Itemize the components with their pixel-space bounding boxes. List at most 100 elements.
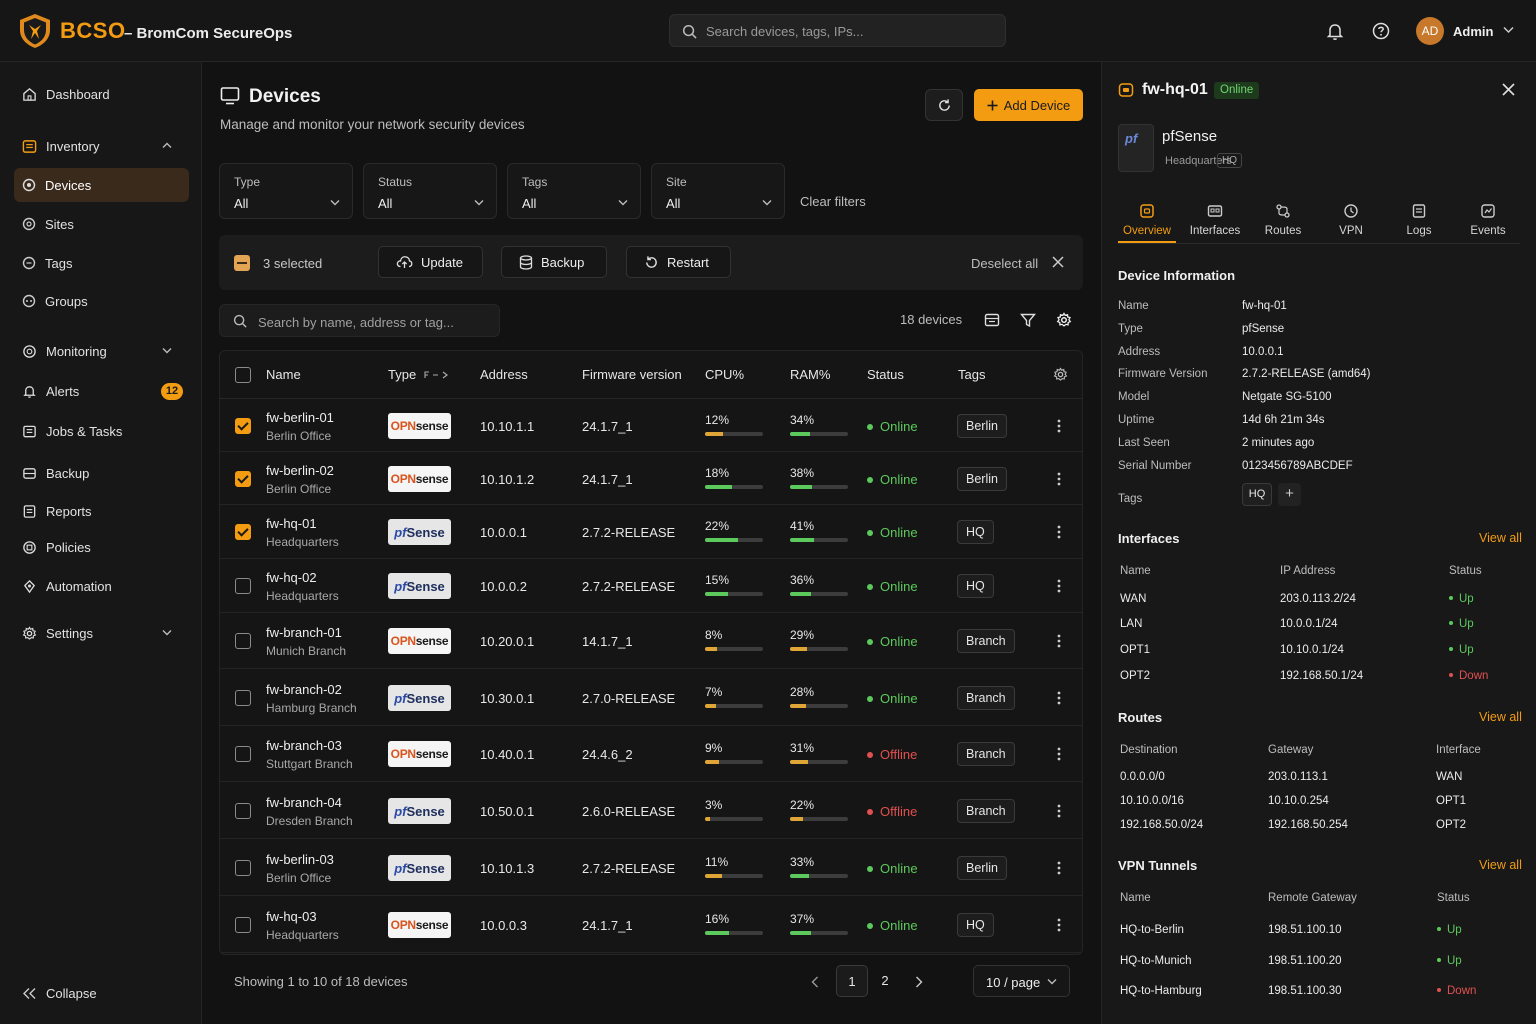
device-name[interactable]: fw-berlin-01 (266, 410, 334, 425)
sort-icon[interactable] (423, 370, 449, 380)
close-icon[interactable] (1502, 83, 1515, 96)
more-vertical-icon[interactable] (1057, 472, 1061, 486)
filter-status[interactable]: Status All (363, 163, 497, 219)
filter-site[interactable]: Site All (651, 163, 785, 219)
tab-logs[interactable]: Logs (1386, 199, 1452, 237)
table-row[interactable]: fw-branch-01 Munich Branch OPN sense 10.20.0… (220, 613, 1082, 669)
device-name[interactable]: fw-branch-04 (266, 795, 342, 810)
avatar[interactable]: AD (1416, 17, 1444, 45)
table-search-input[interactable] (258, 312, 493, 332)
bulk-backup-button[interactable]: Backup (501, 246, 607, 278)
table-search[interactable] (219, 304, 500, 337)
more-vertical-icon[interactable] (1057, 525, 1061, 539)
gear-icon[interactable] (1056, 312, 1072, 328)
col-firmware[interactable]: Firmware version (582, 367, 682, 382)
sidebar-collapse-button[interactable]: Collapse (14, 976, 189, 1010)
more-vertical-icon[interactable] (1057, 691, 1061, 705)
col-name[interactable]: Name (266, 367, 301, 382)
sidebar-item-groups[interactable]: Groups (14, 284, 189, 318)
add-device-button[interactable]: Add Device (974, 89, 1083, 121)
table-row[interactable]: fw-berlin-03 Berlin Office pf Sense 10.10.1.… (220, 839, 1082, 896)
panel-tag-chip[interactable]: HQ (1242, 483, 1272, 506)
sidebar-item-sites[interactable]: Sites (14, 207, 189, 241)
columns-icon[interactable] (984, 312, 1000, 328)
table-row[interactable]: fw-berlin-02 Berlin Office OPN sense 10.10.1… (220, 452, 1082, 505)
tag-chip[interactable]: Branch (957, 686, 1015, 710)
table-row[interactable]: fw-branch-04 Dresden Branch pf Sense 10.50.0… (220, 782, 1082, 839)
device-name[interactable]: fw-hq-01 (266, 516, 317, 531)
chevron-left-icon[interactable] (811, 976, 819, 988)
tab-overview[interactable]: Overview (1114, 199, 1180, 237)
bulk-select-checkbox[interactable] (234, 255, 250, 271)
deselect-all-link[interactable]: Deselect all (971, 256, 1039, 271)
row-checkbox[interactable] (235, 633, 251, 649)
chevron-down-icon[interactable] (1503, 26, 1514, 34)
sidebar-item-policies[interactable]: Policies (14, 530, 189, 564)
device-name[interactable]: fw-berlin-02 (266, 463, 334, 478)
tag-chip[interactable]: Branch (957, 629, 1015, 653)
row-checkbox[interactable] (235, 418, 251, 434)
sidebar-item-alerts[interactable]: Alerts 12 (14, 374, 189, 408)
more-vertical-icon[interactable] (1057, 579, 1061, 593)
table-row[interactable]: fw-branch-03 Stuttgart Branch OPN sense 10.4… (220, 726, 1082, 782)
more-vertical-icon[interactable] (1057, 918, 1061, 932)
add-tag-button[interactable]: + (1278, 483, 1301, 506)
col-address[interactable]: Address (480, 367, 528, 382)
chevron-right-icon[interactable] (915, 976, 923, 988)
device-name[interactable]: fw-berlin-03 (266, 852, 334, 867)
refresh-button[interactable] (925, 89, 963, 121)
col-type[interactable]: Type (388, 367, 417, 382)
table-row[interactable]: fw-hq-02 Headquarters pf Sense 10.0.0.2 2.7.2… (220, 559, 1082, 613)
clear-filters-link[interactable]: Clear filters (800, 194, 866, 209)
table-row[interactable]: fw-branch-02 Hamburg Branch pf Sense 10.30.0… (220, 669, 1082, 726)
more-vertical-icon[interactable] (1057, 747, 1061, 761)
sidebar-item-tags[interactable]: Tags (14, 246, 189, 280)
user-name[interactable]: Admin (1453, 24, 1494, 39)
help-icon[interactable] (1370, 20, 1392, 42)
more-vertical-icon[interactable] (1057, 634, 1061, 648)
tag-chip[interactable]: HQ (957, 520, 994, 544)
sidebar-item-reports[interactable]: Reports (14, 494, 189, 528)
global-search-input[interactable] (706, 21, 996, 41)
tab-interfaces[interactable]: Interfaces (1182, 199, 1248, 237)
tag-chip[interactable]: Berlin (957, 467, 1007, 491)
col-ram[interactable]: RAM% (790, 367, 831, 382)
table-row[interactable]: fw-hq-01 Headquarters pf Sense 10.0.0.1 2.7.2… (220, 505, 1082, 559)
select-all-checkbox[interactable] (235, 367, 251, 383)
tag-chip[interactable]: Berlin (957, 414, 1007, 438)
more-vertical-icon[interactable] (1057, 804, 1061, 818)
sidebar-item-settings[interactable]: Settings (14, 616, 189, 650)
col-cpu[interactable]: CPU% (705, 367, 745, 382)
device-name[interactable]: fw-hq-03 (266, 909, 317, 924)
bell-icon[interactable] (1324, 20, 1346, 42)
table-row[interactable]: fw-hq-03 Headquarters OPN sense 10.0.0.3 24.1… (220, 896, 1082, 953)
row-checkbox[interactable] (235, 471, 251, 487)
more-vertical-icon[interactable] (1057, 419, 1061, 433)
bulk-update-button[interactable]: Update (378, 246, 483, 278)
global-search[interactable] (669, 14, 1006, 47)
page-1-button[interactable]: 1 (836, 965, 868, 997)
close-icon[interactable] (1052, 256, 1064, 268)
more-vertical-icon[interactable] (1057, 861, 1061, 875)
sidebar-item-backup[interactable]: Backup (14, 456, 189, 490)
tag-chip[interactable]: Branch (957, 742, 1015, 766)
tag-chip[interactable]: Berlin (957, 856, 1007, 880)
device-name[interactable]: fw-branch-02 (266, 682, 342, 697)
col-status[interactable]: Status (867, 367, 904, 382)
row-checkbox[interactable] (235, 690, 251, 706)
bulk-restart-button[interactable]: Restart (626, 246, 731, 278)
page-2-button[interactable]: 2 (881, 973, 889, 988)
sidebar-item-inventory[interactable]: Inventory (14, 129, 189, 163)
row-checkbox[interactable] (235, 803, 251, 819)
page-size-select[interactable]: 10 / page (973, 965, 1070, 997)
col-tags[interactable]: Tags (958, 367, 986, 382)
device-name[interactable]: fw-branch-01 (266, 625, 342, 640)
filter-icon[interactable] (1020, 312, 1036, 328)
row-checkbox[interactable] (235, 860, 251, 876)
tag-chip[interactable]: Branch (957, 799, 1015, 823)
row-checkbox[interactable] (235, 917, 251, 933)
row-checkbox[interactable] (235, 524, 251, 540)
sidebar-item-jobs[interactable]: Jobs & Tasks (14, 414, 189, 448)
row-checkbox[interactable] (235, 746, 251, 762)
filter-tags[interactable]: Tags All (507, 163, 641, 219)
